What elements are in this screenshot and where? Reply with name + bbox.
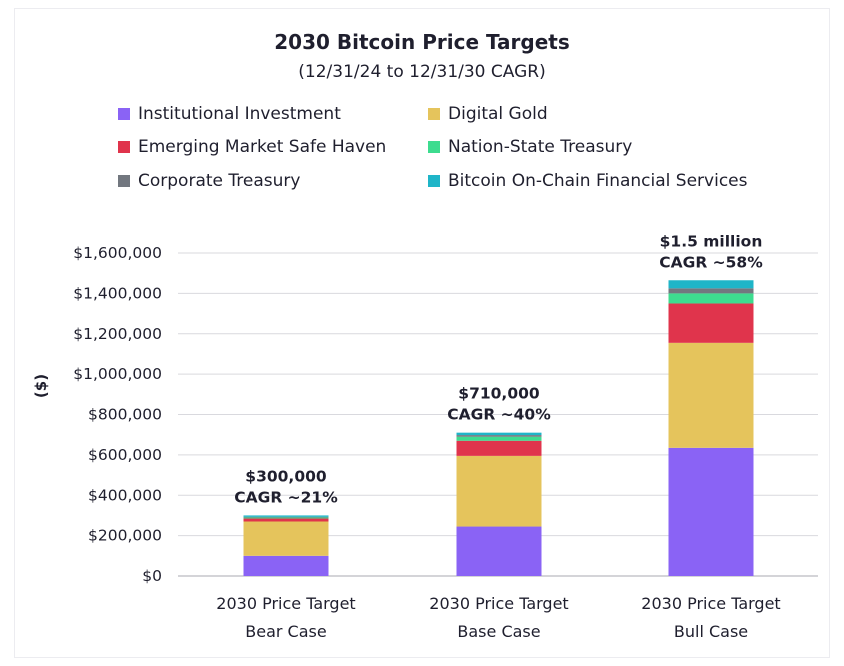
legend-label: Emerging Market Safe Haven (138, 137, 387, 157)
bar-segment (456, 435, 542, 437)
x-tick-label: 2030 Price Target (216, 594, 355, 613)
bar-segment (243, 515, 329, 517)
y-tick-label: $600,000 (88, 446, 162, 464)
bar-segment (456, 526, 542, 576)
legend-label: Institutional Investment (138, 104, 341, 124)
bar-segment (668, 342, 754, 448)
y-tick-label: $200,000 (88, 527, 162, 545)
y-tick-label: $1,600,000 (73, 244, 162, 262)
bar-segment (668, 303, 754, 343)
legend-label: Nation-State Treasury (448, 137, 633, 157)
bar-segment (243, 517, 329, 519)
x-tick-label: Base Case (457, 622, 540, 641)
chart-title: 2030 Bitcoin Price Targets (274, 30, 570, 54)
bar-segment (456, 455, 542, 527)
x-tick-label: 2030 Price Target (429, 594, 568, 613)
legend-label: Digital Gold (448, 104, 548, 124)
legend-item-bitcoin-on-chain-financial-services: Bitcoin On-Chain Financial Services (428, 171, 747, 191)
legend-item-corporate-treasury: Corporate Treasury (118, 171, 300, 191)
bar-segment (668, 280, 754, 289)
legend-label: Corporate Treasury (138, 171, 301, 191)
y-tick-label: $800,000 (88, 406, 162, 424)
y-tick-label: $1,200,000 (73, 325, 162, 343)
y-tick-label: $0 (142, 567, 162, 585)
bar-segment (668, 447, 754, 576)
y-axis-label: ($) (32, 374, 50, 398)
bar-segment (243, 516, 329, 518)
bar-segment (243, 521, 329, 556)
bar-annotation-cagr: CAGR ~21% (234, 488, 338, 506)
bar-segment (668, 293, 754, 304)
bar-segment (456, 432, 542, 436)
y-tick-label: $1,000,000 (73, 365, 162, 383)
bar-annotation-cagr: CAGR ~40% (447, 406, 551, 424)
legend-label: Bitcoin On-Chain Financial Services (448, 171, 748, 191)
bar-segment (456, 436, 542, 441)
y-tick-label: $1,400,000 (73, 284, 162, 302)
legend-swatch (118, 108, 130, 120)
legend-swatch (118, 141, 130, 153)
bar-segment (668, 288, 754, 294)
bar-annotation-value: $1.5 million (660, 232, 763, 250)
x-tick-label: Bull Case (674, 622, 748, 641)
bar-annotation-value: $300,000 (245, 467, 327, 485)
x-tick-label: Bear Case (245, 622, 326, 641)
chart-subtitle: (12/31/24 to 12/31/30 CAGR) (298, 62, 546, 82)
legend-item-digital-gold: Digital Gold (428, 104, 548, 124)
legend-item-institutional-investment: Institutional Investment (118, 104, 341, 124)
bar-annotation-value: $710,000 (458, 385, 540, 403)
legend-swatch (428, 175, 440, 187)
legend-swatch (118, 175, 130, 187)
legend-item-nation-state-treasury: Nation-State Treasury (428, 137, 632, 157)
x-tick-label: 2030 Price Target (641, 594, 780, 613)
bar-segment (243, 555, 329, 576)
bar-segment (243, 518, 329, 522)
y-tick-label: $400,000 (88, 486, 162, 504)
bar-annotation-cagr: CAGR ~58% (659, 253, 763, 271)
legend-item-emerging-market-safe-haven: Emerging Market Safe Haven (118, 137, 386, 157)
legend-swatch (428, 141, 440, 153)
legend-swatch (428, 108, 440, 120)
bar-segment (456, 440, 542, 456)
